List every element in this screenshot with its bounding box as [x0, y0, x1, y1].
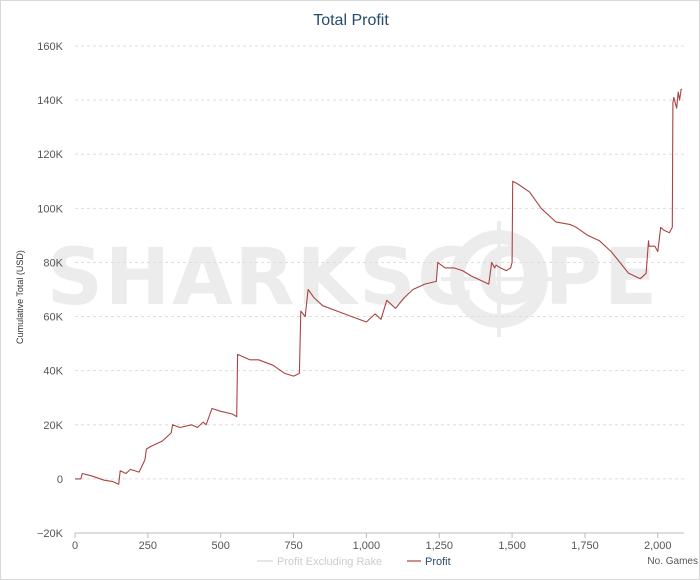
series-layer	[75, 88, 682, 485]
watermark: SHARKSCOPE	[47, 233, 660, 323]
y-tick-label: 40K	[43, 366, 63, 378]
x-axis-note: No. Games	[647, 556, 698, 567]
y-tick-label: 20K	[43, 420, 63, 432]
x-tick-label: 0	[72, 540, 78, 552]
y-tick-label: 0	[57, 474, 63, 486]
y-tick-label: 120K	[37, 149, 63, 161]
y-axis-label: Cumulative Total (USD)	[15, 250, 25, 344]
series-line-profit	[75, 88, 682, 485]
y-tick-label: −20K	[37, 528, 64, 540]
y-tick-label: 160K	[37, 41, 63, 53]
y-tick-label: 60K	[43, 312, 63, 324]
watermark-scope-icon	[441, 221, 557, 337]
x-tick-label: 1,500	[498, 540, 526, 552]
x-tick-label: 1,000	[353, 540, 381, 552]
x-tick-label: 750	[284, 540, 302, 552]
x-tick-label: 500	[212, 540, 230, 552]
legend-item-profit[interactable]: Profit	[407, 556, 451, 568]
x-tick-label: 250	[139, 540, 157, 552]
y-tick-label: 80K	[43, 257, 63, 269]
x-tick-label: 2,000	[644, 540, 672, 552]
legend-label-profit-excluding-rake: Profit Excluding Rake	[277, 556, 382, 568]
legend: Profit Excluding Rake Profit	[257, 556, 451, 568]
y-tick-label: 100K	[37, 203, 63, 215]
x-tick-label: 1,250	[425, 540, 453, 552]
legend-item-profit-excluding-rake[interactable]: Profit Excluding Rake	[257, 556, 382, 568]
y-tick-label: 140K	[37, 95, 63, 107]
x-tick-label: 1,750	[571, 540, 599, 552]
chart-title: Total Profit	[313, 12, 389, 29]
axes: −20K 0 20K 40K 60K 80K 100K 120K 140K 160K 0 250 500…	[37, 41, 684, 552]
legend-label-profit: Profit	[425, 556, 451, 568]
